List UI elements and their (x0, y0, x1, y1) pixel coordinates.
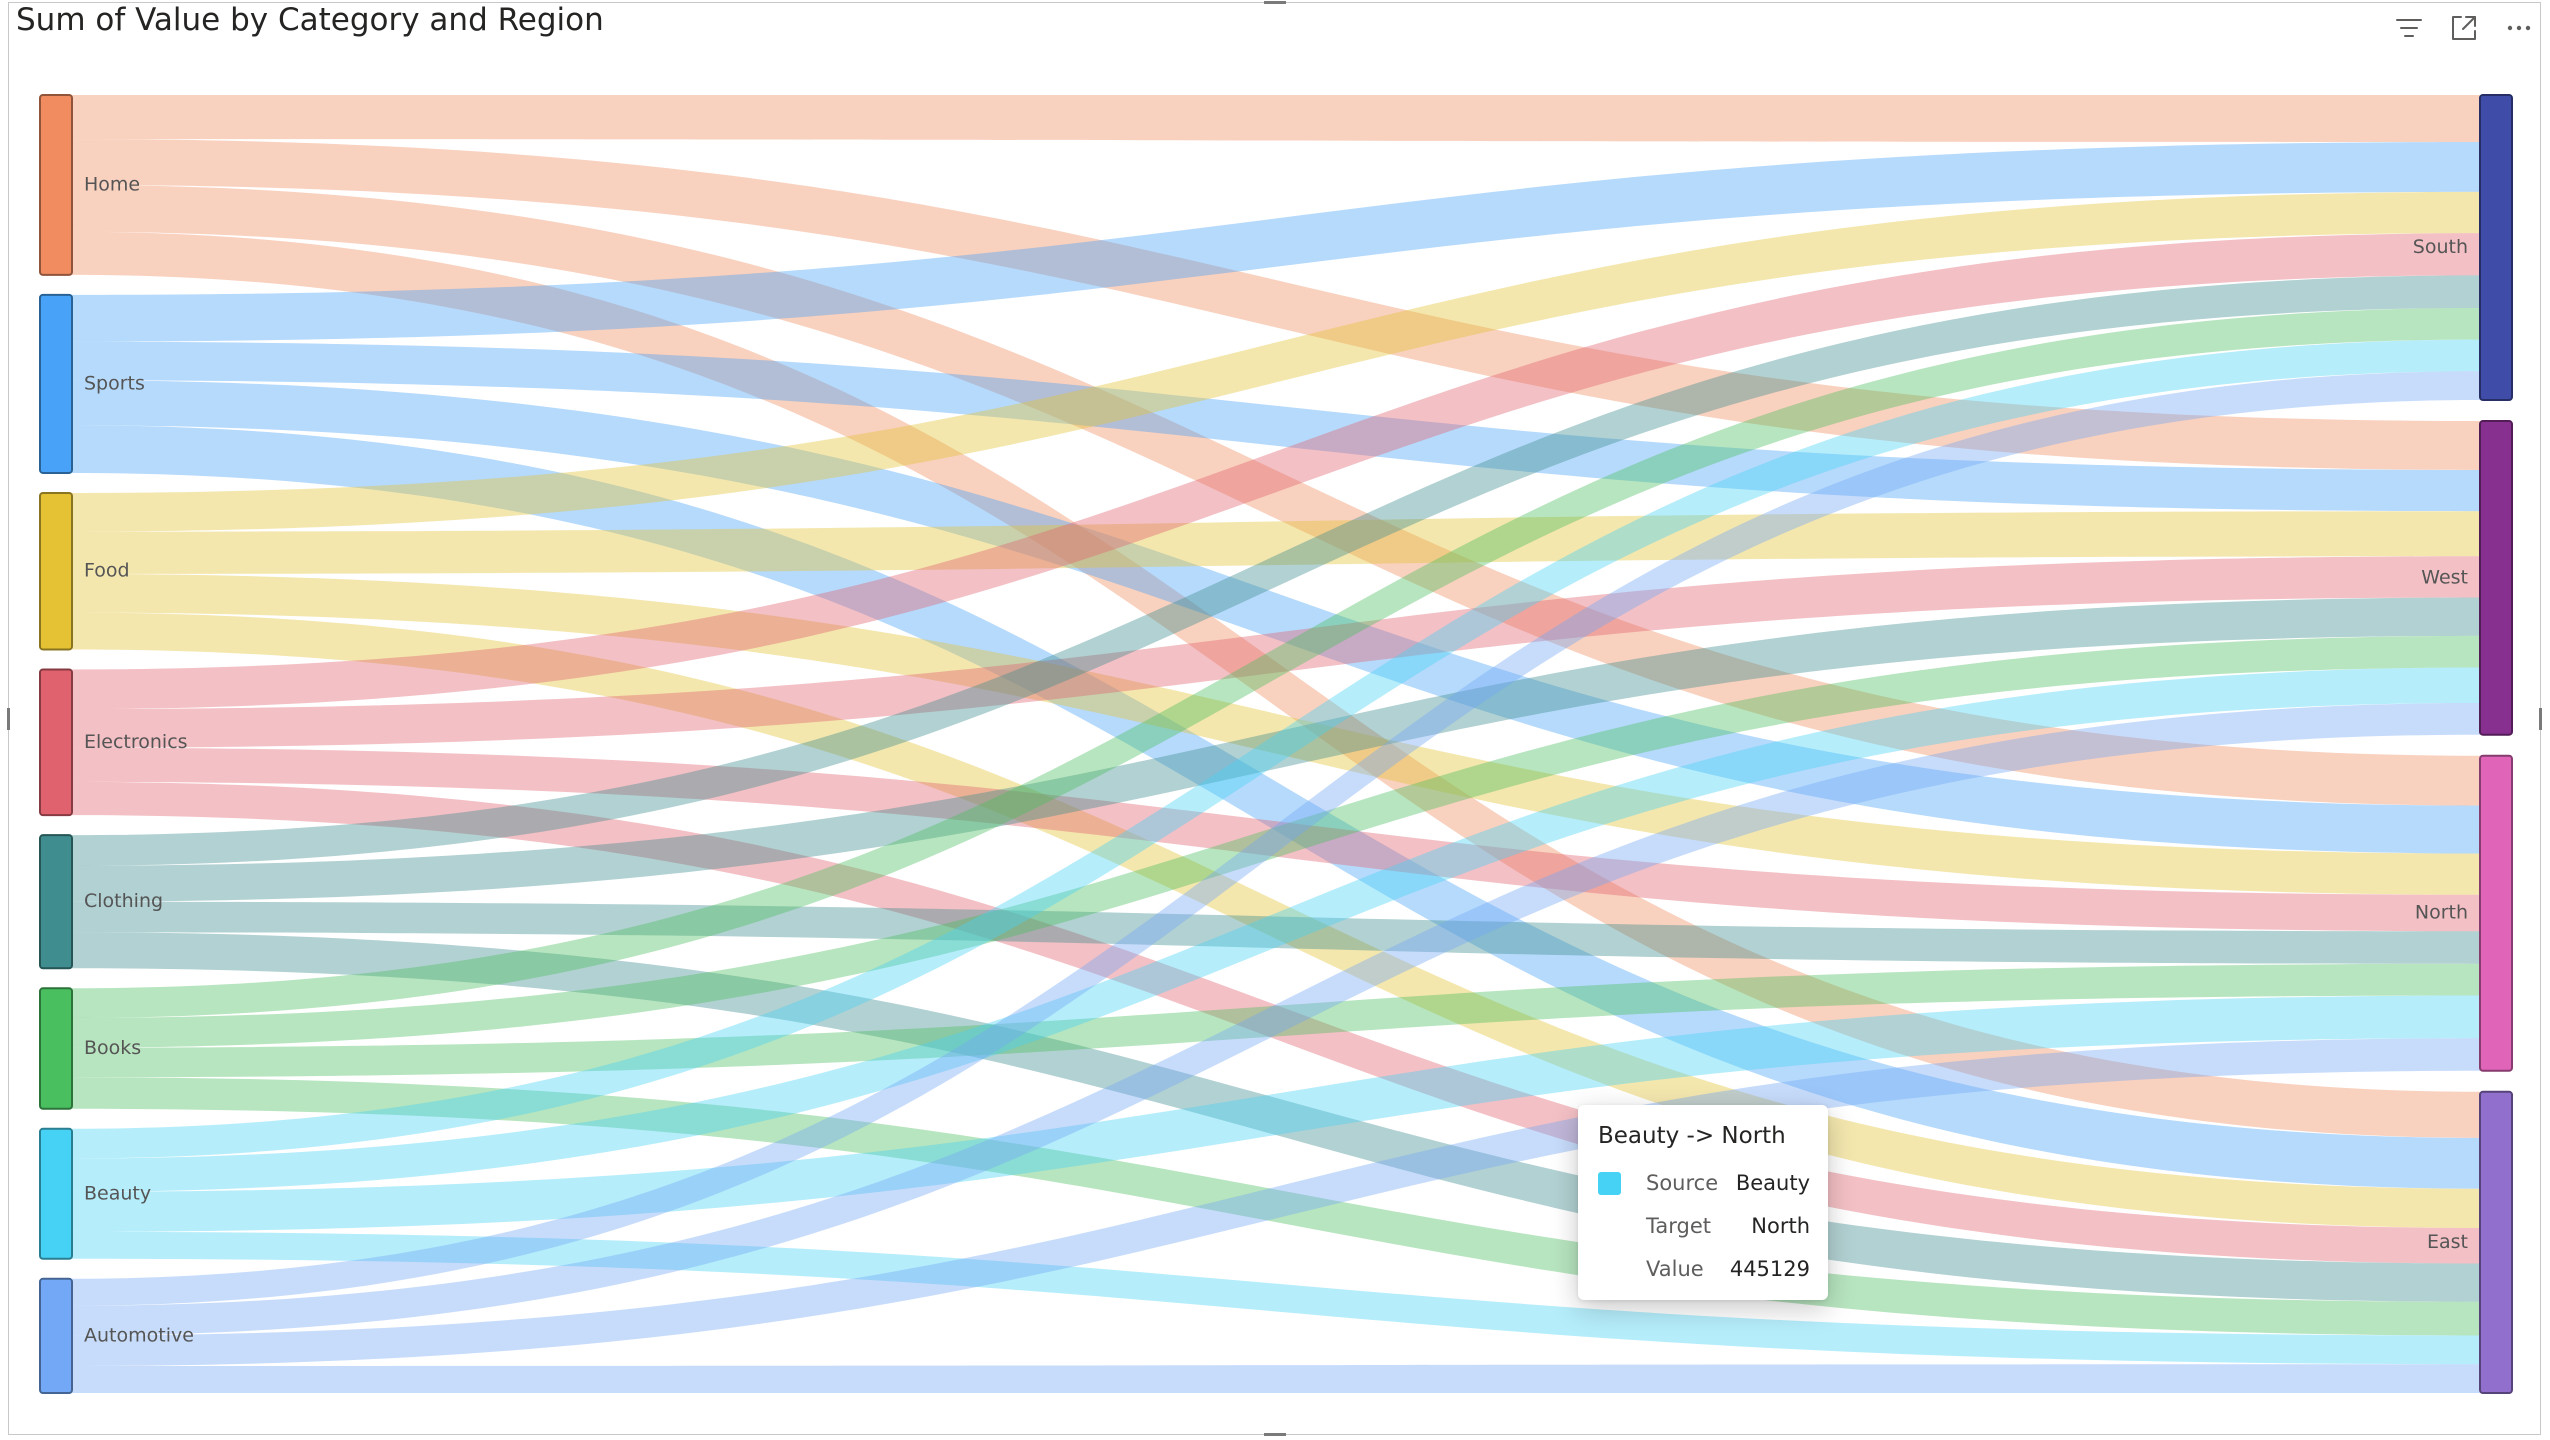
sankey-node-label-clothing: Clothing (84, 890, 163, 912)
sankey-node-clothing[interactable] (39, 834, 73, 970)
sankey-node-west[interactable] (2479, 420, 2513, 736)
tooltip: Beauty -> North Source Beauty Target Nor… (1578, 1105, 1828, 1300)
filter-icon[interactable] (2389, 8, 2429, 48)
sankey-link-food-south[interactable] (72, 191, 2480, 532)
sankey-nodes (39, 94, 2513, 1395)
visual-container[interactable] (8, 2, 2541, 1435)
tooltip-title: Beauty -> North (1598, 1123, 1786, 1149)
sankey-link-automotive-east[interactable] (72, 1364, 2480, 1393)
sankey-node-label-books: Books (84, 1037, 141, 1059)
sankey-node-electronics[interactable] (39, 668, 73, 817)
sankey-link-books-east[interactable] (72, 1077, 2480, 1336)
sankey-link-sports-west[interactable] (72, 341, 2480, 512)
sankey-link-clothing-west[interactable] (72, 597, 2480, 902)
sankey-link-home-east[interactable] (72, 231, 2480, 1138)
sankey-node-food[interactable] (39, 491, 73, 651)
sankey-link-food-east[interactable] (72, 612, 2480, 1229)
resize-handle-right[interactable] (2539, 708, 2542, 730)
sankey-node-south[interactable] (2479, 94, 2513, 402)
sankey-link-food-north[interactable] (72, 573, 2480, 895)
sankey-link-automotive-north[interactable] (72, 1038, 2480, 1367)
sankey-link-books-west[interactable] (72, 635, 2480, 1048)
sankey-node-label-south: South (2413, 236, 2468, 258)
tooltip-label: Value (1646, 1257, 1704, 1281)
more-options-icon[interactable] (2499, 8, 2539, 48)
sankey-link-beauty-west[interactable] (72, 667, 2480, 1192)
sankey-link-sports-north[interactable] (72, 380, 2480, 854)
tooltip-value: Beauty (1735, 1171, 1810, 1195)
sankey-link-clothing-north[interactable] (72, 901, 2480, 964)
sankey-link-electronics-north[interactable] (72, 747, 2480, 932)
sankey-link-clothing-east[interactable] (72, 932, 2480, 1302)
tooltip-row-target: Target North (1598, 1211, 1810, 1243)
resize-handle-bottom[interactable] (1264, 1433, 1286, 1436)
sankey-node-label-east: East (2427, 1231, 2468, 1253)
sankey-node-label-home: Home (84, 173, 140, 195)
sankey-node-east[interactable] (2479, 1090, 2513, 1394)
sankey-link-electronics-east[interactable] (72, 781, 2480, 1264)
sankey-node-label-food: Food (84, 560, 130, 582)
sankey-link-sports-south[interactable] (72, 142, 2480, 342)
sankey-link-clothing-south[interactable] (72, 275, 2480, 866)
sankey-link-home-south[interactable] (72, 95, 2480, 143)
sankey-node-books[interactable] (39, 987, 73, 1110)
sankey-link-automotive-west[interactable] (72, 703, 2480, 1336)
tooltip-value: North (1751, 1214, 1810, 1238)
resize-handle-left[interactable] (7, 708, 10, 730)
sankey-link-home-north[interactable] (72, 184, 2480, 806)
tooltip-label: Source (1646, 1171, 1719, 1195)
resize-handle-top[interactable] (1264, 1, 1286, 4)
sankey-node-label-sports: Sports (84, 372, 145, 394)
sankey-links (72, 95, 2480, 1393)
sankey-node-beauty[interactable] (39, 1127, 73, 1260)
sankey-node-sports[interactable] (39, 293, 73, 474)
sankey-link-electronics-south[interactable] (72, 233, 2480, 710)
tooltip-value: 445129 (1729, 1257, 1810, 1281)
sankey-link-books-north[interactable] (72, 963, 2480, 1078)
sankey-link-sports-east[interactable] (72, 425, 2480, 1189)
visual-title: Sum of Value by Category and Region (16, 2, 604, 38)
sankey-link-automotive-south[interactable] (72, 371, 2480, 1306)
tooltip-label: Target (1646, 1214, 1711, 1238)
sankey-node-label-beauty: Beauty (84, 1182, 151, 1204)
tooltip-row-source: Source Beauty (1598, 1168, 1810, 1200)
sankey-link-beauty-south[interactable] (72, 339, 2480, 1159)
sankey-node-label-automotive: Automotive (84, 1324, 194, 1346)
sankey-link-food-west[interactable] (72, 511, 2480, 574)
sankey-link-home-west[interactable] (72, 139, 2480, 470)
sankey-node-north[interactable] (2479, 754, 2513, 1072)
tooltip-row-value: Value 445129 (1598, 1254, 1810, 1286)
sankey-link-beauty-north[interactable] (72, 995, 2480, 1232)
sankey-link-beauty-east[interactable] (72, 1231, 2480, 1365)
tooltip-color-swatch (1598, 1172, 1621, 1195)
sankey-node-label-north: North (2415, 902, 2468, 924)
sankey-node-label-electronics: Electronics (84, 731, 188, 753)
sankey-node-label-west: West (2421, 566, 2468, 588)
sankey-node-home[interactable] (39, 94, 73, 276)
sankey-node-automotive[interactable] (39, 1277, 73, 1395)
sankey-link-electronics-west[interactable] (72, 556, 2480, 748)
sankey-labels: Home Sports Food Electronics Clothing Books Be… (84, 173, 2468, 1346)
focus-mode-icon[interactable] (2444, 8, 2484, 48)
sankey-link-books-south[interactable] (72, 307, 2480, 1018)
